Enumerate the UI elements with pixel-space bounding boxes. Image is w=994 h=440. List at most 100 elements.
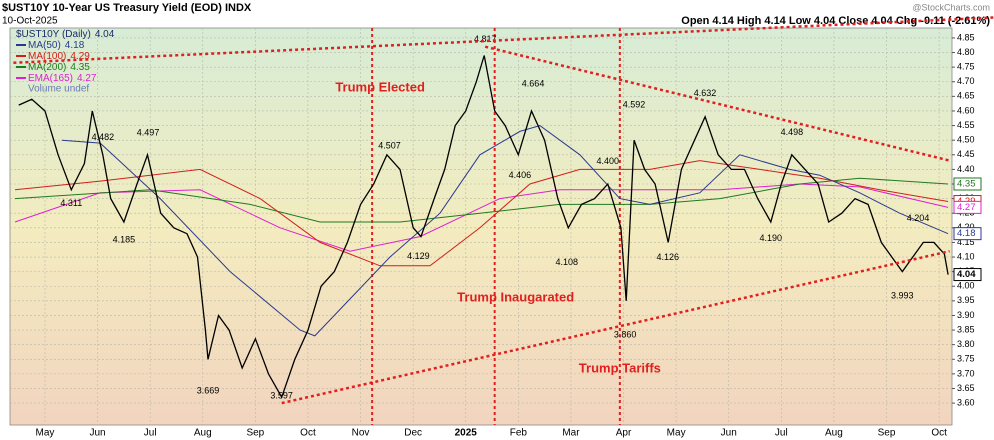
point-label: 4.664: [522, 79, 545, 89]
series-line: [18, 55, 949, 399]
trendline: [484, 45, 950, 162]
x-tick-label: Sep: [878, 428, 896, 439]
y-tick-label: 3.60: [957, 397, 975, 407]
x-tick-label: Sep: [246, 428, 264, 439]
legend-value: 4.18: [65, 40, 85, 51]
x-tick-label: Jul: [775, 428, 788, 439]
point-label: 4.185: [113, 235, 136, 245]
point-label: 4.400: [596, 156, 619, 166]
legend-name: MA(100): [28, 51, 66, 62]
series-line: [14, 160, 949, 267]
point-label: 4.592: [623, 100, 646, 110]
x-tick-label: Jul: [144, 428, 157, 439]
legend-value: 4.35: [70, 62, 90, 73]
y-tick-label: 4.00: [957, 281, 975, 291]
price-box-label: 4.18: [957, 228, 976, 239]
legend-name: MA(200): [28, 62, 66, 73]
y-tick-label: 3.90: [957, 310, 975, 320]
plot: [10, 28, 952, 425]
legend-entry: MA(50) 4.18: [28, 40, 85, 51]
y-tick-label: 4.15: [957, 237, 975, 247]
point-label: 3.669: [197, 385, 220, 395]
y-tick-label: 4.50: [957, 135, 975, 145]
legend-value: 4.04: [95, 29, 115, 40]
x-tick-label: 2025: [455, 428, 478, 439]
event-label: Trump Inaugarated: [457, 289, 574, 304]
price-box: [953, 268, 982, 282]
price-box: [953, 227, 982, 241]
legend-entry: $UST10Y (Daily) 4.04: [16, 29, 115, 40]
legend-name: MA(50): [28, 40, 61, 51]
y-tick-label: 4.80: [957, 47, 975, 57]
price-box: [953, 177, 982, 191]
title-text: $UST10Y 10-Year US Treasury Yield (EOD) …: [2, 2, 252, 14]
legend-name: $UST10Y (Daily): [16, 29, 91, 40]
watermark: @StockCharts.com: [912, 2, 990, 12]
quote: Open 4.14 High 4.14 Low 4.04 Close 4.04 …: [681, 15, 990, 27]
point-label: 4.497: [137, 127, 160, 137]
x-tick-label: Aug: [194, 428, 212, 439]
event-label: Trump Elected: [335, 79, 425, 94]
point-label: 4.129: [407, 251, 430, 261]
event-label: Trump Tariffs: [579, 360, 661, 375]
x-tick-label: Jun: [90, 428, 106, 439]
trendline: [13, 16, 994, 65]
y-tick-label: 3.75: [957, 354, 975, 364]
y-tick-label: 3.65: [957, 383, 975, 393]
x-tick-label: Nov: [352, 428, 370, 439]
y-tick-label: 4.55: [957, 120, 975, 130]
series-line: [14, 177, 949, 223]
point-label: 4.507: [378, 141, 401, 151]
price-box: [953, 200, 982, 214]
point-label: 4.406: [509, 170, 532, 180]
legend-entry: MA(200) 4.35: [28, 62, 90, 73]
point-label: 3.597: [270, 390, 293, 400]
volume-note: Volume undef: [28, 84, 89, 95]
y-tick-label: 4.40: [957, 164, 975, 174]
y-tick-label: 4.45: [957, 149, 975, 159]
y-tick-label: 4.85: [957, 32, 975, 42]
x-tick-label: Oct: [931, 428, 947, 439]
x-tick-label: Mar: [562, 428, 580, 439]
chart-title: $UST10Y 10-Year US Treasury Yield (EOD) …: [2, 2, 252, 14]
legend-name: EMA(165): [28, 73, 73, 84]
point-label: 4.482: [92, 132, 115, 142]
point-label: 4.190: [760, 233, 783, 243]
x-tick-label: Dec: [404, 428, 422, 439]
price-box-label: 4.27: [957, 202, 976, 213]
x-tick-label: Oct: [300, 428, 316, 439]
x-tick-label: May: [667, 428, 686, 439]
point-label: 3.860: [614, 330, 637, 340]
legend-entry: MA(100) 4.29: [28, 51, 90, 62]
y-tick-label: 4.65: [957, 91, 975, 101]
point-label: 4.632: [694, 88, 717, 98]
y-tick-label: 3.95: [957, 295, 975, 305]
price-box-label: 4.04: [957, 269, 976, 280]
date: 10-Oct-2025: [2, 16, 58, 27]
x-tick-label: Apr: [616, 428, 632, 439]
point-label: 3.993: [891, 291, 914, 301]
price-box-label: 4.35: [957, 179, 976, 190]
y-tick-label: 3.70: [957, 368, 975, 378]
x-tick-label: Jun: [721, 428, 737, 439]
y-tick-label: 4.70: [957, 76, 975, 86]
series-line: [61, 125, 949, 337]
y-tick-label: 3.85: [957, 324, 975, 334]
point-label: 4.498: [781, 127, 804, 137]
point-label: 4.126: [656, 252, 679, 262]
legend-value: 4.29: [70, 51, 90, 62]
x-tick-label: Aug: [825, 428, 843, 439]
x-tick-label: May: [36, 428, 55, 439]
point-label: 4.108: [555, 257, 578, 267]
legend-entry: EMA(165) 4.27: [28, 73, 97, 84]
x-tick-label: Feb: [510, 428, 528, 439]
trendline: [281, 249, 950, 405]
y-tick-label: 4.10: [957, 251, 975, 261]
point-label: 4.817: [474, 34, 497, 44]
y-tick-label: 4.75: [957, 62, 975, 72]
point-label: 4.204: [907, 213, 930, 223]
overlay: Trump Elected Trump Inaugarated Trump Tari…: [16, 29, 930, 400]
point-label: 4.311: [60, 198, 82, 208]
legend-value: 4.27: [77, 73, 97, 84]
